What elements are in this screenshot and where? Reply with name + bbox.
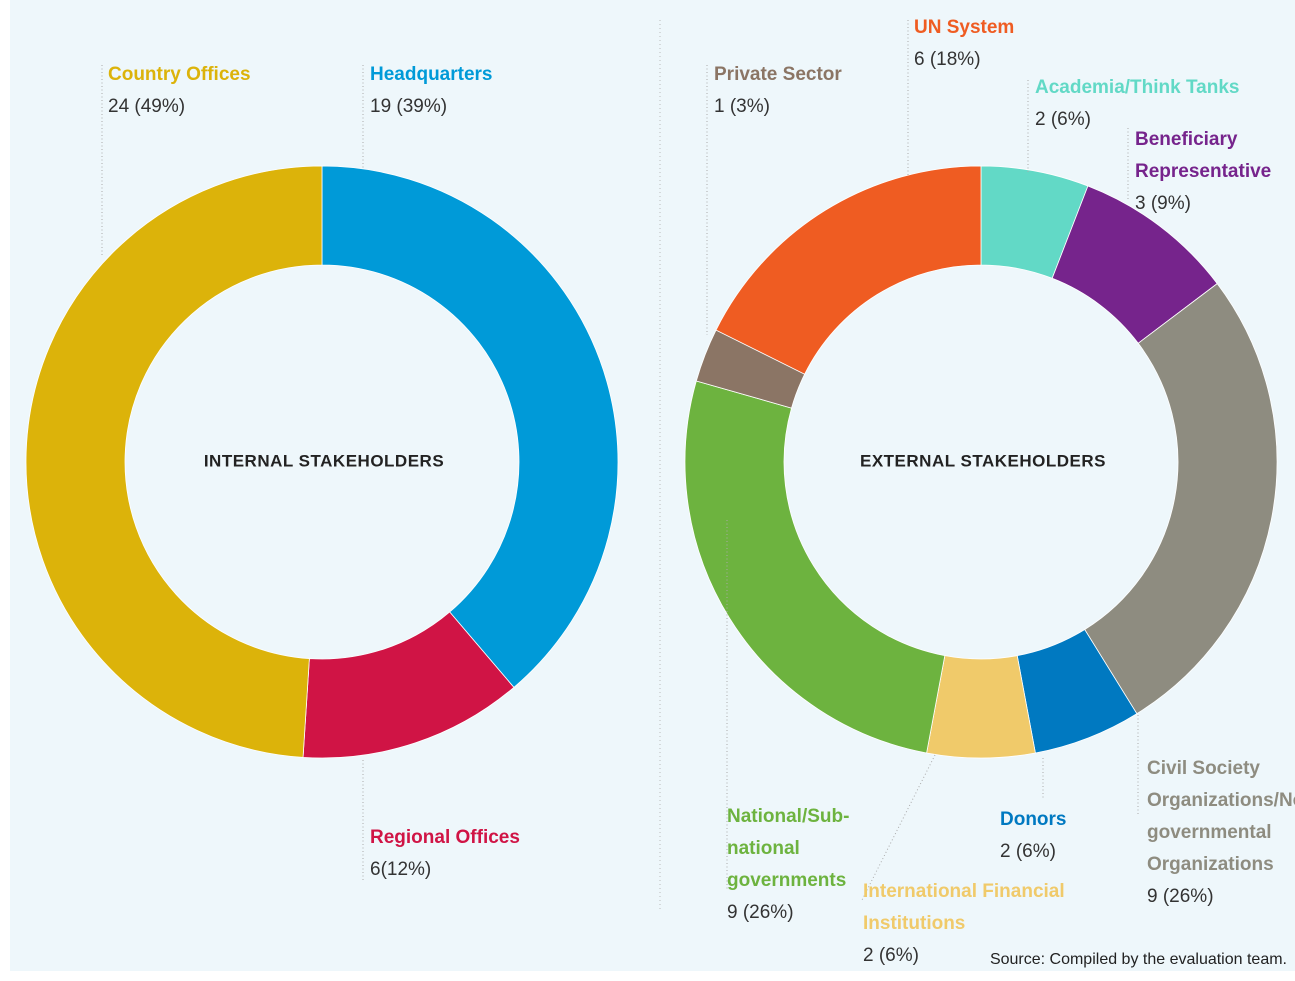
value-label: 2 (6%) — [1035, 109, 1091, 130]
value-label: 24 (49%) — [108, 96, 186, 117]
source-note: Source: Compiled by the evaluation team. — [989, 951, 1287, 968]
value-label: 9 (26%) — [727, 902, 794, 923]
category-label: Country Offices — [108, 64, 251, 85]
category-label: Academia/Think Tanks — [1035, 77, 1240, 98]
value-label: 1 (3%) — [714, 96, 770, 117]
donut-segment — [684, 380, 946, 754]
value-label: 6 (18%) — [914, 49, 981, 70]
segment-label: Beneficiary Representative 3 (9%) — [1135, 124, 1285, 220]
segment-label: Country Offices 24 (49%) — [108, 59, 308, 123]
figure: INTERNAL STAKEHOLDERS EXTERNAL STAKEHOLDE… — [10, 0, 1295, 971]
center-title: EXTERNAL STAKEHOLDERS — [860, 451, 1106, 470]
category-label: Headquarters — [370, 64, 493, 85]
segment-label: UN System 6 (18%) — [914, 12, 1074, 76]
center-title: INTERNAL STAKEHOLDERS — [204, 451, 444, 470]
value-label: 19 (39%) — [370, 96, 448, 117]
category-label: Regional Offices — [370, 827, 520, 848]
segment-label: Civil Society Organizations/Non-governme… — [1147, 753, 1295, 913]
category-label: National/Sub-national governments — [727, 806, 850, 891]
value-label: 3 (9%) — [1135, 193, 1191, 214]
category-label: Beneficiary Representative — [1135, 129, 1272, 182]
donut-segment — [321, 165, 619, 688]
segment-label: Regional Offices 6(12%) — [370, 822, 570, 886]
donut-segment — [25, 165, 323, 758]
category-label: UN System — [914, 17, 1015, 38]
category-label: Private Sector — [714, 64, 842, 85]
segment-label: National/Sub-national governments 9 (26%) — [727, 801, 857, 929]
value-label: 2 (6%) — [863, 945, 919, 966]
category-label: Civil Society Organizations/Non-governme… — [1147, 758, 1295, 875]
value-label: 9 (26%) — [1147, 886, 1214, 907]
value-label: 6(12%) — [370, 859, 432, 880]
category-label: International Financial Institutions — [863, 881, 1065, 934]
segment-label: Donors 2 (6%) — [1000, 804, 1120, 868]
segment-label: Academia/Think Tanks 2 (6%) — [1035, 72, 1275, 136]
segment-label: Private Sector 1 (3%) — [714, 59, 894, 123]
donut-segment — [715, 165, 982, 375]
category-label: Donors — [1000, 809, 1067, 830]
value-label: 2 (6%) — [1000, 841, 1056, 862]
chart: INTERNAL STAKEHOLDERS EXTERNAL STAKEHOLDE… — [25, 20, 1278, 910]
donut-segment — [1084, 283, 1278, 715]
donut-segment — [926, 655, 1036, 759]
segment-label: Headquarters 19 (39%) — [370, 59, 570, 123]
segment-label: International Financial Institutions 2 (6… — [863, 876, 1093, 971]
leader-line — [861, 754, 936, 901]
